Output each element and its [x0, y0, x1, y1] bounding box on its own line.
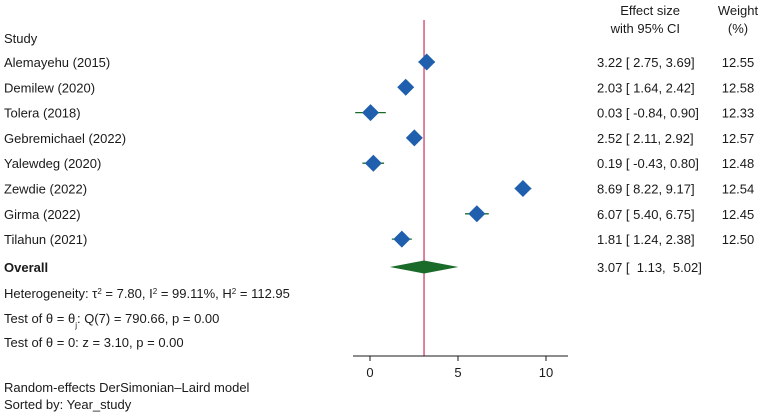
effect-marker	[362, 104, 380, 122]
effect-marker	[364, 154, 382, 172]
tau-superscript: 2	[97, 287, 102, 296]
weight-value: 12.54	[722, 182, 755, 197]
effect-ci-text: 8.69 [ 8.22, 9.17]	[597, 182, 695, 197]
study-rows: Alemayehu (2015) 3.22 [ 2.75, 3.69] 12.55 D…	[4, 53, 755, 248]
effect-ci-text: 2.52 [ 2.11, 2.92]	[597, 131, 694, 146]
header-weight-unit: (%)	[728, 21, 748, 36]
overall-label: Overall	[4, 260, 48, 275]
tau2-value: 7.80	[117, 286, 142, 301]
test-theta-i-line: Test of θ = θj: Q(7) = 790.66, p = 0.00	[4, 311, 219, 330]
i2-value: 99.11%	[172, 286, 216, 301]
study-row: Tilahun (2021) 1.81 [ 1.24, 2.38] 12.50	[4, 230, 755, 248]
x-tick-label: 10	[539, 365, 553, 380]
effect-ci-text: 1.81 [ 1.24, 2.38]	[597, 232, 695, 247]
effect-ci-text: 0.19 [ -0.43, 0.80]	[597, 156, 699, 171]
weight-value: 12.57	[722, 131, 755, 146]
weight-value: 12.33	[722, 106, 755, 121]
i-superscript: 2	[153, 287, 158, 296]
header-ci: with 95% CI	[610, 21, 680, 36]
overall-diamond	[389, 260, 459, 274]
footnote-model: Random-effects DerSimonian–Laird model	[4, 380, 250, 395]
q-df: 7	[99, 311, 106, 326]
study-row: Zewdie (2022) 8.69 [ 8.22, 9.17] 12.54	[4, 180, 754, 197]
effect-ci-text: 2.03 [ 1.64, 2.42]	[597, 80, 695, 95]
q-value: 790.66	[125, 311, 165, 326]
study-label: Tilahun (2021)	[4, 232, 87, 247]
effect-marker	[514, 180, 532, 197]
tau-eq: =	[102, 286, 117, 301]
study-label: Demilew (2020)	[4, 80, 95, 95]
study-label: Yalewdeg (2020)	[4, 156, 101, 171]
study-label: Zewdie (2022)	[4, 182, 87, 197]
effect-ci-text: 6.07 [ 5.40, 6.75]	[597, 207, 695, 222]
h2-prefix: , H	[215, 286, 232, 301]
x-tick-label: 0	[366, 365, 373, 380]
header-effect-size: Effect size	[620, 3, 680, 18]
heterogeneity-line: Heterogeneity: τ2 = 7.80, I2 = 99.11%, H…	[4, 286, 290, 301]
x-tick-label: 5	[454, 365, 461, 380]
heterogeneity-prefix: Heterogeneity: τ	[4, 286, 98, 301]
study-label: Tolera (2018)	[4, 106, 81, 121]
effect-marker	[393, 230, 411, 248]
i2-eq: =	[157, 286, 172, 301]
footnote-sort: Sorted by: Year_study	[4, 397, 132, 412]
study-label: Gebremichael (2022)	[4, 131, 126, 146]
effect-marker	[397, 78, 415, 96]
theta-subscript: j	[74, 321, 77, 330]
study-row: Demilew (2020) 2.03 [ 1.64, 2.42] 12.58	[4, 78, 755, 96]
effect-ci-text: 0.03 [ -0.84, 0.90]	[597, 106, 699, 121]
effect-marker	[468, 205, 486, 223]
i2-prefix: , I	[142, 286, 153, 301]
overall-ci-text: 3.07 [ 1.13, 5.02]	[597, 260, 702, 275]
effect-marker	[418, 53, 436, 71]
header-study: Study	[4, 31, 38, 46]
header-weight: Weight	[718, 3, 759, 18]
h2-eq: =	[236, 286, 251, 301]
test-i-p: , p =	[165, 311, 194, 326]
h2-value: 112.95	[251, 286, 290, 301]
study-row: Girma (2022) 6.07 [ 5.40, 6.75] 12.45	[4, 205, 755, 223]
study-row: Yalewdeg (2020) 0.19 [ -0.43, 0.80] 12.48	[4, 154, 755, 172]
test-i-q-eq: ) =	[106, 311, 125, 326]
effect-marker	[405, 129, 423, 147]
z-p-value: 0.00	[158, 335, 183, 350]
test-i-q: : Q(	[77, 311, 99, 326]
study-row: Gebremichael (2022) 2.52 [ 2.11, 2.92] 12.…	[4, 129, 755, 147]
study-label: Girma (2022)	[4, 207, 81, 222]
x-axis-ticks: 0 5 10	[366, 356, 553, 380]
weight-value: 12.50	[722, 232, 755, 247]
weight-value: 12.58	[722, 80, 755, 95]
q-p-value: 0.00	[194, 311, 219, 326]
h-superscript: 2	[232, 287, 237, 296]
study-label: Alemayehu (2015)	[4, 55, 110, 70]
test-theta-0-line: Test of θ = 0: z = 3.10, p = 0.00	[4, 335, 184, 350]
effect-ci-text: 3.22 [ 2.75, 3.69]	[597, 55, 695, 70]
z-value: 3.10	[104, 335, 129, 350]
test-0-prefix: Test of θ = 0: z =	[4, 335, 104, 350]
test-0-p: , p =	[129, 335, 158, 350]
weight-value: 12.48	[722, 156, 755, 171]
weight-value: 12.45	[722, 207, 755, 222]
study-row: Tolera (2018) 0.03 [ -0.84, 0.90] 12.33	[4, 104, 755, 122]
study-row: Alemayehu (2015) 3.22 [ 2.75, 3.69] 12.55	[4, 53, 755, 71]
weight-value: 12.55	[722, 55, 755, 70]
test-i-prefix: Test of θ = θ	[4, 311, 75, 326]
